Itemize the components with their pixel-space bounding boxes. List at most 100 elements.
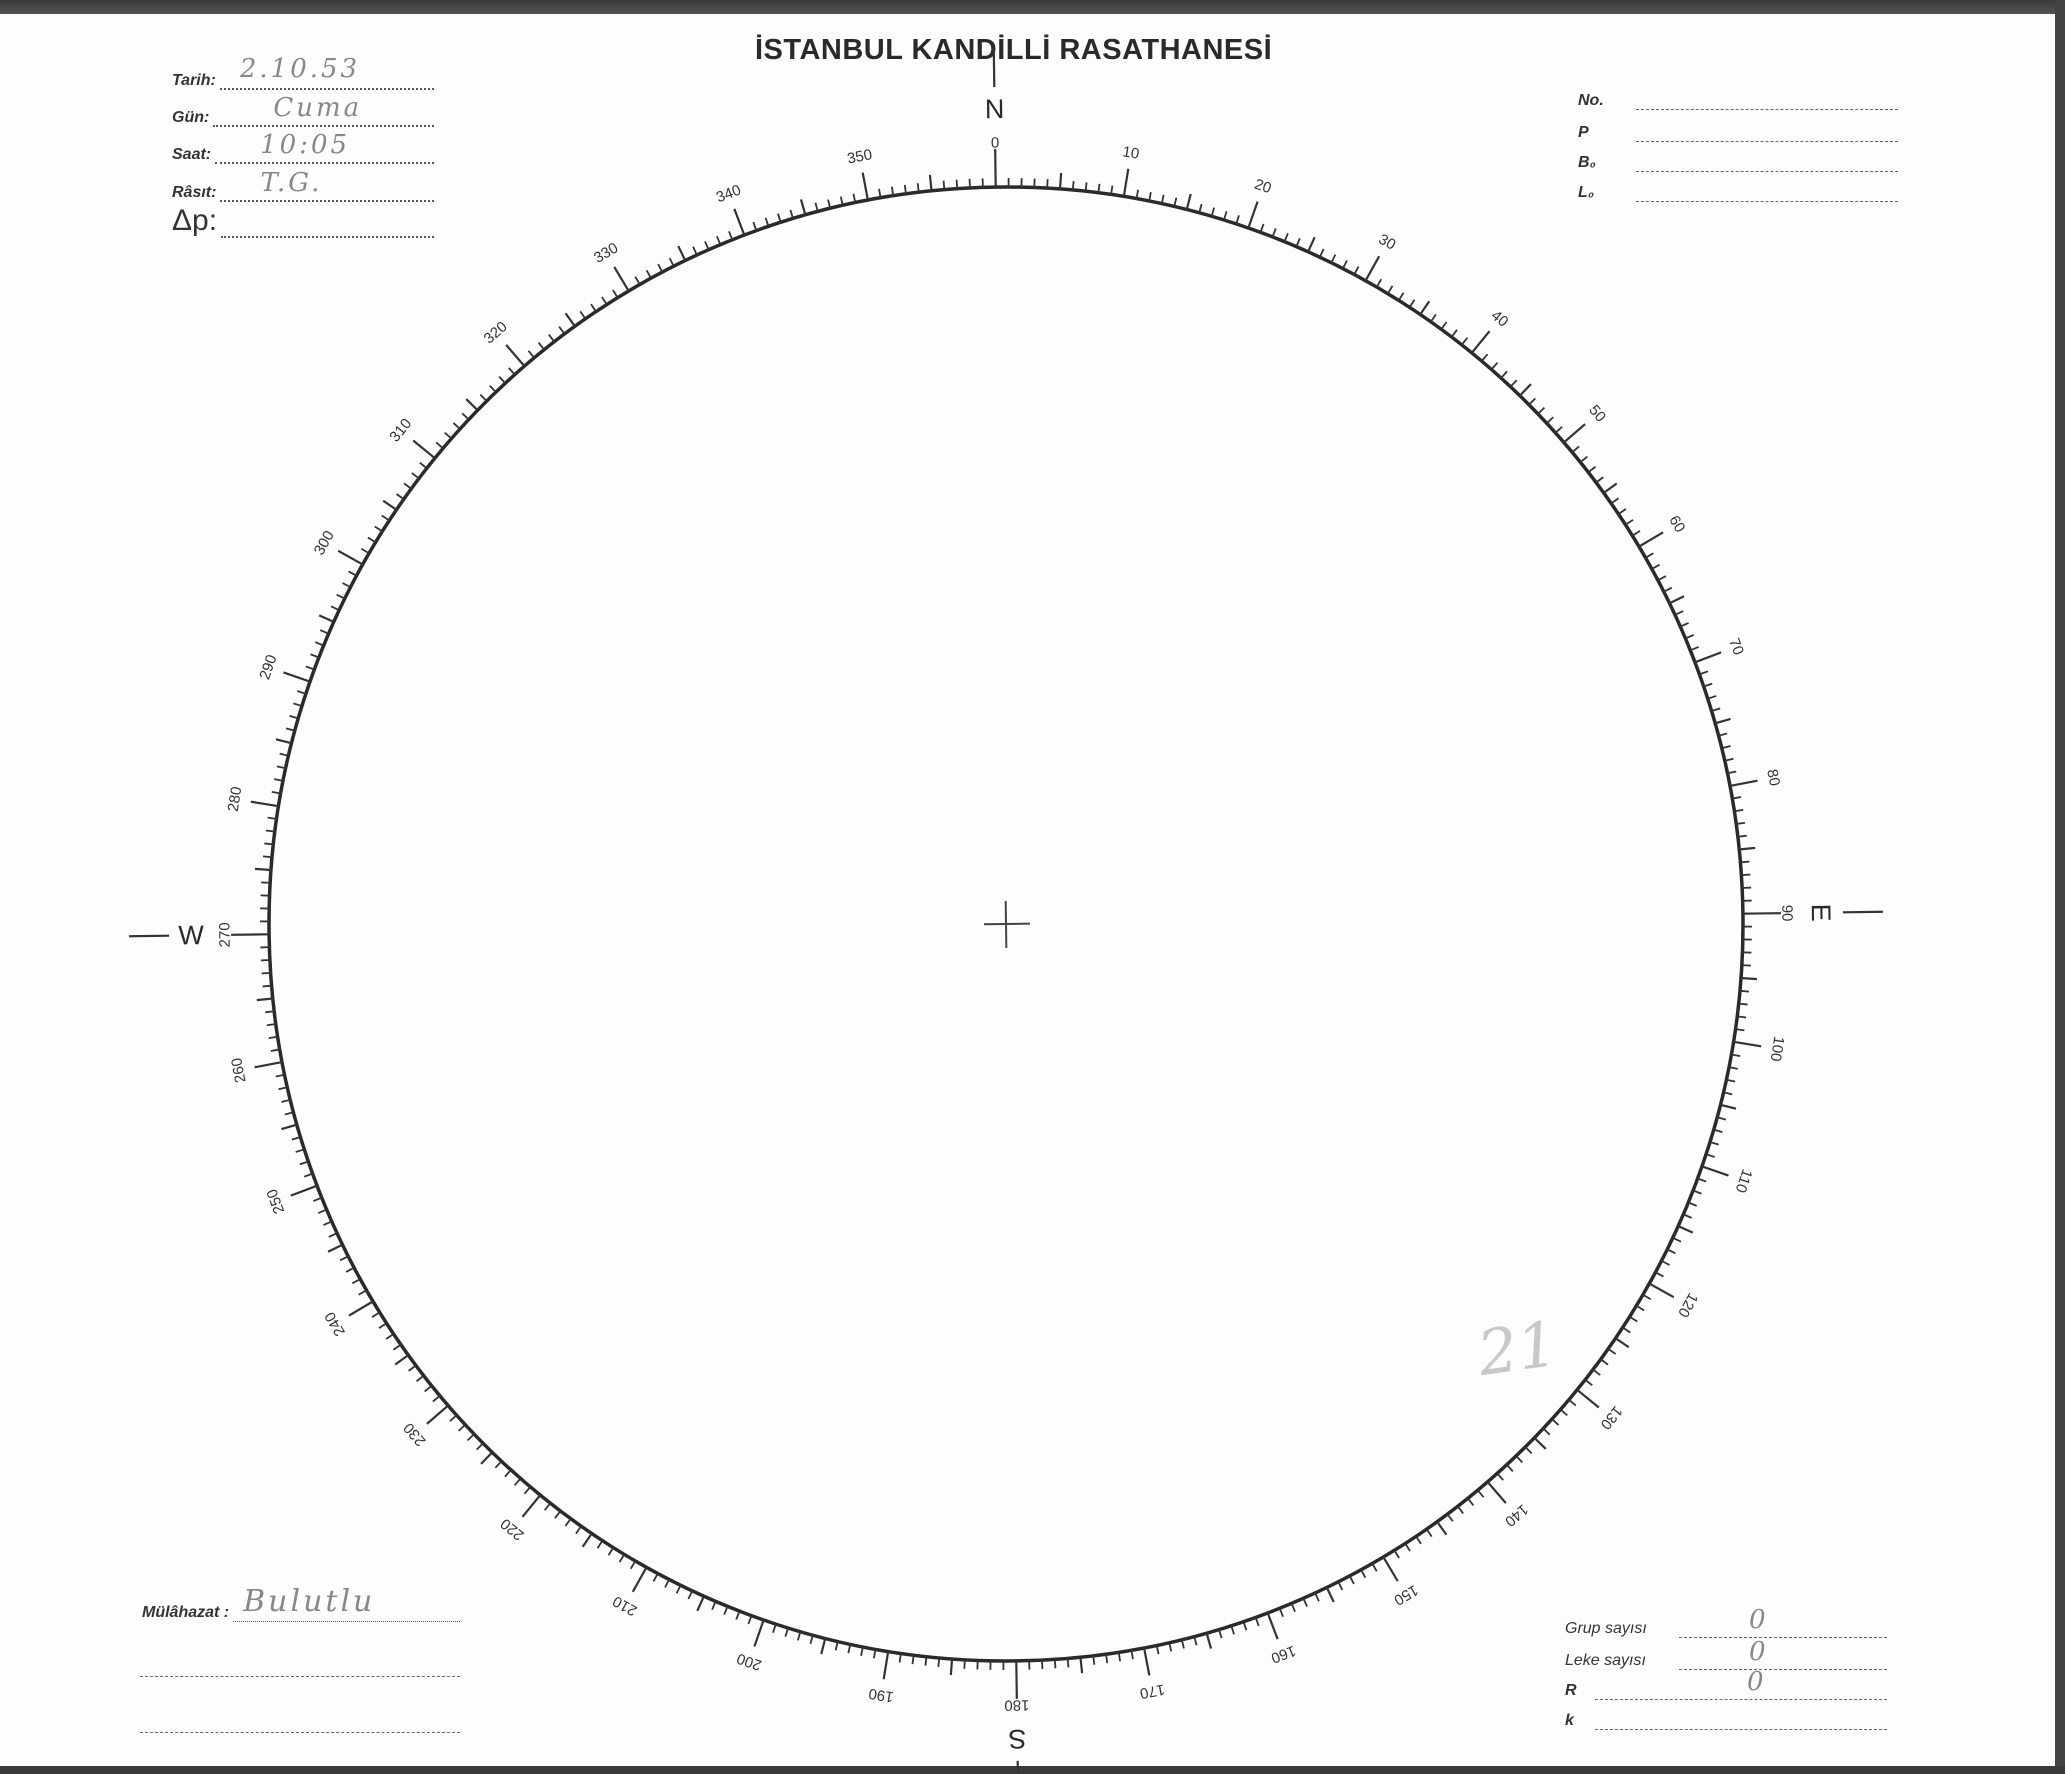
degree-tick [1519,383,1532,397]
degree-label: 100 [1767,1035,1788,1062]
degree-tick [1584,1379,1593,1387]
degree-tick [634,276,641,285]
degree-tick [1160,194,1165,204]
degree-tick [861,172,869,201]
degree-tick [465,398,479,411]
degree-label: 140 [1501,1501,1531,1530]
remarks-line-2[interactable] [140,1676,460,1677]
degree-tick [1371,1563,1378,1572]
degree-tick [275,1073,285,1078]
degree-label: 260 [228,1056,249,1084]
degree-tick [543,1502,551,1511]
k-field[interactable]: k [1565,1700,1887,1730]
delta-p-field[interactable]: Δp: [172,204,434,238]
degree-tick [711,1601,717,1611]
degree-tick [1734,808,1744,813]
degree-tick [289,715,299,720]
degree-tick [1688,1201,1698,1207]
cardinal-west-line [129,934,170,938]
degree-label: 130 [1597,1403,1626,1433]
cardinal-east-label: E [1806,903,1836,921]
degree-tick [1105,1654,1109,1664]
degree-tick [494,1460,503,1469]
group-count-field[interactable]: Grup sayısı 0 [1565,1605,1887,1638]
observer-field[interactable]: Râsıt: T.G. [172,168,434,202]
degree-tick [1446,1513,1454,1522]
degree-tick [521,1494,542,1518]
l0-field[interactable]: L₀ [1578,172,1898,202]
degree-tick [579,310,587,320]
degree-tick [1554,426,1563,434]
degree-tick [449,1414,458,1422]
degree-tick [479,394,488,402]
date-field[interactable]: Tarih: 2.10.53 [172,54,434,90]
degree-tick [1419,300,1431,316]
day-label: Gün: [172,109,210,126]
p-field[interactable]: P [1578,112,1898,142]
degree-tick [318,614,335,623]
degree-tick [1210,207,1215,217]
r-label: R [1565,1682,1577,1699]
degree-tick [1425,1528,1433,1538]
group-count-value: 0 [1749,1605,1769,1635]
degree-tick [1467,1497,1475,1506]
degree-tick [504,1469,512,1478]
degree-tick [527,350,535,359]
degree-tick [1173,197,1178,207]
degree-tick [618,1553,625,1563]
cardinal-north-label: N [985,94,1005,124]
degree-tick [1387,285,1394,295]
remarks-line-3[interactable] [140,1732,460,1733]
day-field[interactable]: Gün: Cuma [172,93,434,127]
degree-tick [548,333,555,343]
degree-tick [1740,860,1750,864]
degree-tick [1625,519,1634,526]
degree-tick [1724,757,1734,762]
r-value: 0 [1747,1667,1767,1697]
r-field[interactable]: R 0 [1565,1667,1887,1700]
degree-tick [278,1086,288,1091]
degree-tick [581,1532,593,1548]
degree-tick [419,461,428,469]
degree-label: 310 [386,415,415,445]
spot-count-field[interactable]: Leke sayısı 0 [1565,1637,1887,1670]
k-label: k [1565,1712,1574,1729]
degree-tick [1242,1621,1248,1631]
b0-field[interactable]: B₀ [1578,142,1898,172]
degree-tick [575,1525,582,1535]
cardinal-east-line [1842,910,1883,914]
remarks-field[interactable]: Mülâhazat : Bulutlu [142,1584,460,1622]
degree-tick [1330,254,1337,264]
degree-tick [1592,1368,1601,1376]
degree-tick [1587,466,1597,473]
degree-tick [1066,1658,1070,1668]
degree-tick [1603,482,1618,494]
degree-tick [772,1623,777,1633]
spot-count-label: Leke sayısı [1565,1652,1646,1669]
time-field[interactable]: Saat: 10:05 [172,130,434,164]
number-field[interactable]: No. [1578,80,1898,110]
degree-label: 50 [1585,402,1609,426]
degree-tick [716,235,722,245]
degree-tick [523,1486,531,1495]
degree-tick [1542,1427,1551,1436]
date-label: Tarih: [172,72,216,89]
degree-tick [612,289,619,299]
degree-label: 30 [1376,231,1399,254]
cardinal-west-label: W [178,920,204,950]
degree-tick [1325,1587,1335,1603]
degree-tick [1404,1543,1411,1552]
degree-tick [916,183,920,193]
degree-tick [1193,1636,1198,1646]
degree-ticks [231,149,1781,1699]
degree-tick [415,1375,425,1382]
degree-tick [1737,1015,1747,1019]
degree-tick [1364,255,1381,282]
degree-tick [1230,1625,1235,1635]
degree-tick [290,1184,318,1197]
degree-label: 280 [225,785,246,812]
degree-tick [928,174,933,191]
degree-tick [1198,203,1203,214]
degree-tick [1496,1472,1504,1481]
